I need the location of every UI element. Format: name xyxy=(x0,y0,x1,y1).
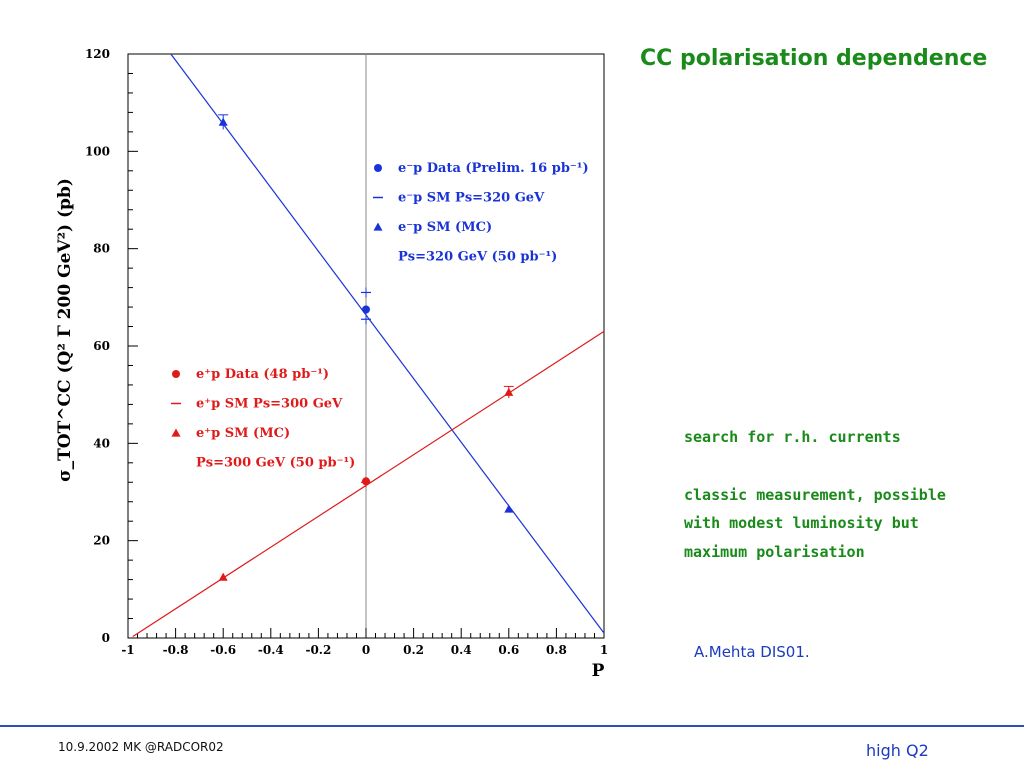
legend-entry: e⁻p SM (MC) xyxy=(398,220,492,235)
legend-entry: e⁻p Data (Prelim. 16 pb⁻¹) xyxy=(398,161,589,176)
x-tick-label: -0.8 xyxy=(163,643,189,657)
legend-entry: e⁺p Data (48 pb⁻¹) xyxy=(196,367,329,382)
bullet-line: with modest luminosity but xyxy=(684,514,919,532)
x-tick-label: 0.8 xyxy=(546,643,567,657)
legend-triangle xyxy=(373,222,383,231)
bullet-text: search for r.h. currents classic measure… xyxy=(684,423,1004,566)
legend-entry: Ps=320 GeV (50 pb⁻¹) xyxy=(398,250,557,265)
polarisation-chart: -1 -0.8 -0.6 -0.4 -0.2 0 0.2 0.4 0.6 0.8 1 0 20 40 60… xyxy=(55,47,608,681)
y-tick-label: 0 xyxy=(102,631,110,645)
legend-entry: Ps=300 GeV (50 pb⁻¹) xyxy=(196,456,355,471)
x-tick-label: 0.2 xyxy=(403,643,424,657)
bullet-line: classic measurement, possible xyxy=(684,485,946,504)
y-tick-label: 100 xyxy=(85,144,110,158)
legend-dot xyxy=(172,370,180,378)
mc-point xyxy=(504,504,514,513)
legend-entry: e⁻p SM Ps=320 GeV xyxy=(398,191,545,206)
data-point xyxy=(362,477,370,486)
y-tick-label: 40 xyxy=(93,436,110,450)
x-tick-label: 1 xyxy=(600,643,608,657)
mc-point xyxy=(218,572,228,581)
y-tick-label: 20 xyxy=(93,534,110,548)
x-axis-ticks: -1 -0.8 -0.6 -0.4 -0.2 0 0.2 0.4 0.6 0.8 1 xyxy=(121,628,608,657)
x-tick-label: 0.6 xyxy=(498,643,519,657)
x-tick-label: -1 xyxy=(121,643,134,657)
sm-lines xyxy=(132,53,605,638)
y-tick-label: 120 xyxy=(85,47,110,61)
y-tick-label: 60 xyxy=(93,339,110,353)
footer-section: high Q2 xyxy=(866,741,929,760)
x-axis-label: P xyxy=(592,661,605,681)
x-tick-label: -0.4 xyxy=(258,643,284,657)
y-axis-label: σ_TOT^CC (Q² Γ 200 GeV²) (pb) xyxy=(55,178,75,482)
mc-point xyxy=(218,117,228,126)
bullet-line: search for r.h. currents xyxy=(684,428,901,446)
mc-point xyxy=(504,387,514,396)
sm-line xyxy=(170,53,605,634)
legend-entry: e⁺p SM (MC) xyxy=(196,426,290,441)
data-points xyxy=(218,114,514,581)
y-axis-ticks: 0 20 40 60 80 100 120 xyxy=(85,47,138,645)
author-credit: A.Mehta DIS01. xyxy=(694,643,810,661)
x-tick-label: -0.2 xyxy=(305,643,331,657)
legend-entry: e⁺p SM Ps=300 GeV xyxy=(196,397,343,412)
data-point xyxy=(362,305,370,314)
footer-date: 10.9.2002 MK @RADCOR02 xyxy=(58,740,224,754)
x-tick-label: 0.4 xyxy=(451,643,472,657)
footer-divider xyxy=(0,725,1024,727)
legend-dot xyxy=(374,164,382,172)
bullet-line: maximum polarisation xyxy=(684,542,865,561)
x-tick-label: -0.6 xyxy=(210,643,236,657)
slide-title: CC polarisation dependence xyxy=(640,46,988,71)
legend-triangle xyxy=(171,428,181,437)
legends: e⁻p Data (Prelim. 16 pb⁻¹) e⁻p SM Ps=320 … xyxy=(171,161,589,471)
y-tick-label: 80 xyxy=(93,242,110,256)
x-tick-label: 0 xyxy=(362,643,370,657)
